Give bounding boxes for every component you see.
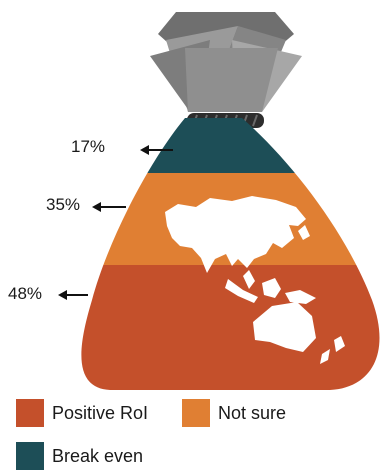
arrow-break-even [140, 145, 173, 155]
arrow-positive-roi [58, 290, 88, 300]
label-break-even: 17% [71, 137, 106, 156]
arrows [58, 145, 173, 300]
label-positive-roi: 48% [8, 284, 43, 303]
arrow-not-sure [92, 202, 126, 212]
asia-map-icon [165, 196, 345, 364]
label-not-sure: 35% [46, 195, 81, 214]
legend-label-positive-roi: Positive RoI [52, 402, 149, 423]
legend-label-break-even: Break even [52, 445, 144, 466]
legend-item-break-even: Break even [16, 442, 143, 470]
legend-swatch-positive-roi [16, 399, 44, 427]
band-positive-roi [81, 265, 380, 390]
legend-item-positive-roi: Positive RoI [16, 399, 148, 427]
legend-label-not-sure: Not sure [218, 402, 287, 423]
bag-top-icon [150, 12, 302, 112]
band-break-even [81, 118, 380, 173]
legend-item-not-sure: Not sure [182, 399, 286, 427]
legend-swatch-not-sure [182, 399, 210, 427]
legend-swatch-break-even [16, 442, 44, 470]
